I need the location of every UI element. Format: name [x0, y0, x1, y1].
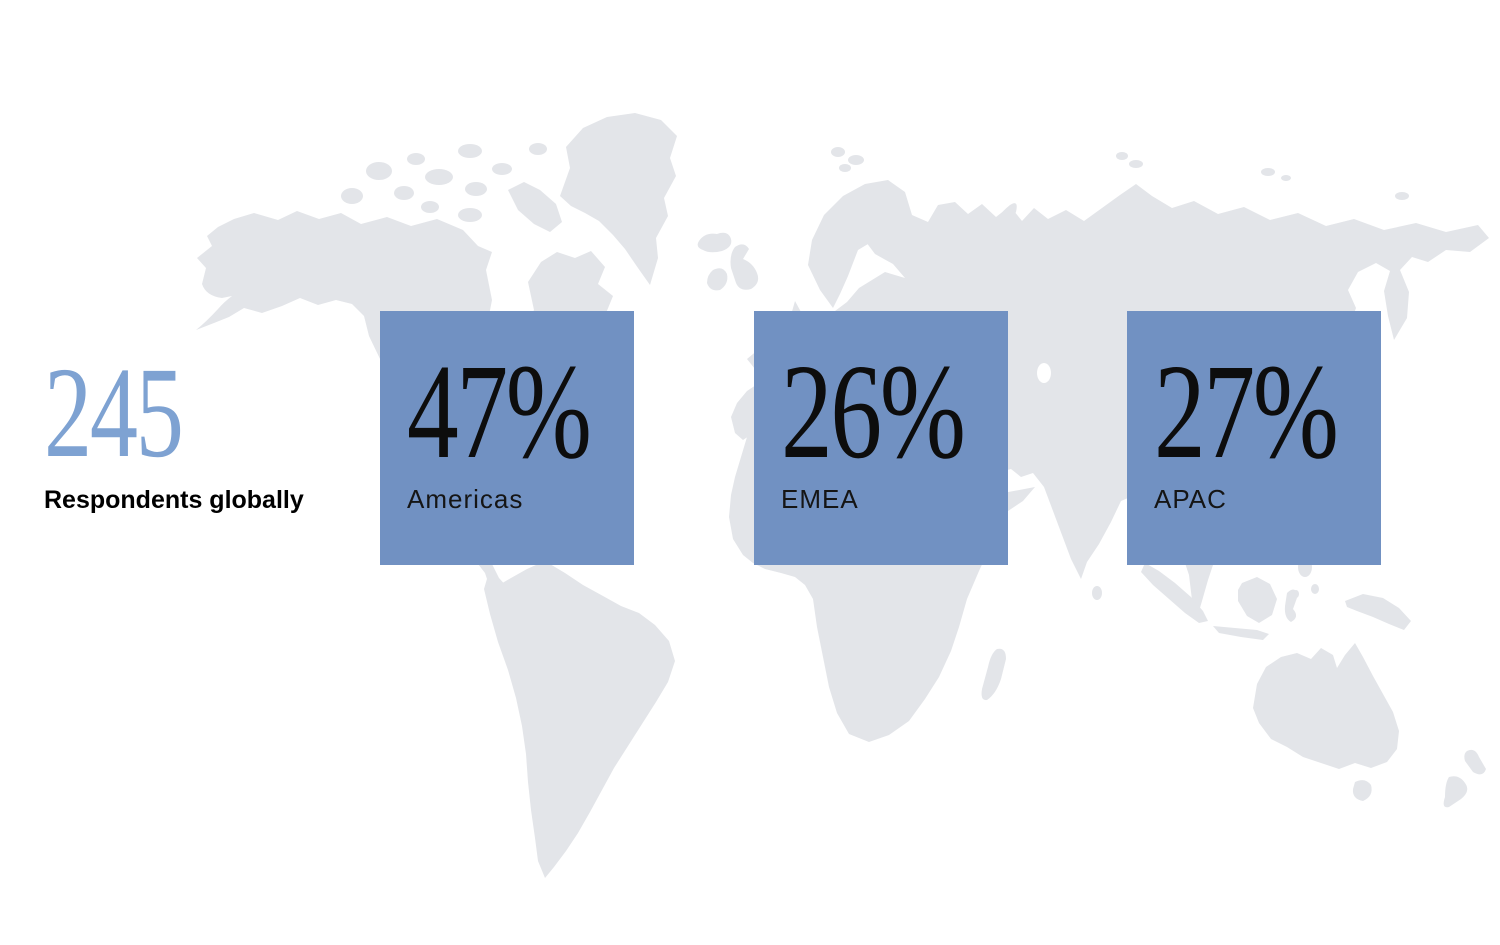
region-card-emea: 26% EMEA [754, 311, 1008, 565]
global-stat-label: Respondents globally [44, 486, 304, 514]
region-label-emea: EMEA [781, 484, 859, 514]
arctic-islets [831, 147, 1409, 244]
madagascar [981, 648, 1006, 701]
region-value-apac: 27% [1154, 337, 1339, 487]
region-label-apac: APAC [1154, 484, 1227, 514]
greenland [560, 113, 677, 285]
ireland [707, 268, 728, 291]
united-kingdom [730, 244, 759, 290]
region-label-americas: Americas [407, 484, 524, 514]
inland-seas [1037, 363, 1051, 383]
global-stat: 245 Respondents globally [44, 348, 304, 515]
continent-south-america [484, 561, 675, 878]
new-zealand [1443, 749, 1486, 808]
region-card-americas: 47% Americas [380, 311, 634, 565]
sri-lanka [1092, 586, 1102, 600]
tasmania [1352, 780, 1372, 801]
region-value-americas: 47% [407, 337, 592, 487]
iceland [697, 232, 732, 253]
falkland-islands [555, 836, 569, 844]
continent-australia [1253, 643, 1399, 769]
southeast-asia-islands [1141, 557, 1411, 640]
arctic-islands [341, 143, 562, 232]
region-card-apac: 27% APAC [1127, 311, 1381, 565]
region-value-emea: 26% [781, 337, 966, 487]
global-stat-value: 245 [44, 341, 184, 485]
